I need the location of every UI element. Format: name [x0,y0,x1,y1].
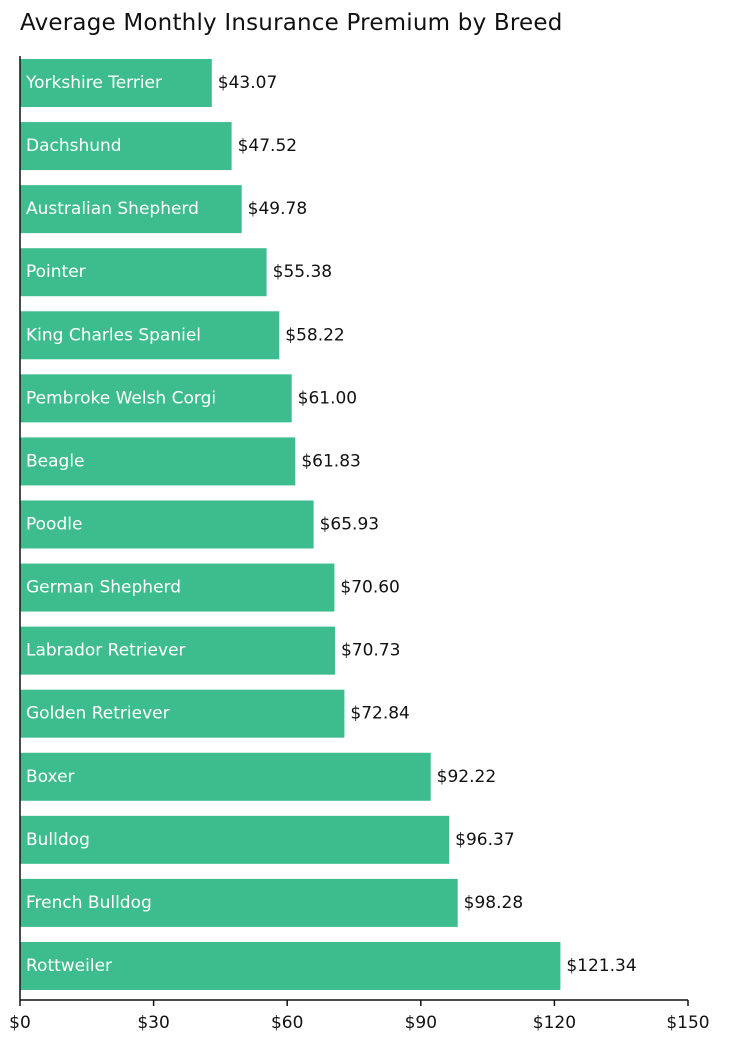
bar-category-label: Australian Shepherd [26,199,199,219]
bar-category-label: Boxer [26,767,75,787]
bar-value-label: $72.84 [350,704,409,724]
axis-layer: $0 $30 $60 $90 $120 $150 [9,56,710,1033]
bar-category-label: Rottweiler [26,956,112,976]
bar-value-label: $70.60 [340,578,399,598]
bar-category-label: French Bulldog [26,893,152,913]
bar-category-label: King Charles Spaniel [26,325,201,345]
bar-value-label: $65.93 [320,514,379,534]
x-tick-label: $0 [9,1013,31,1033]
chart-title: Average Monthly Insurance Premium by Bre… [20,10,563,36]
bar [20,878,458,927]
x-tick-label: $30 [137,1013,169,1033]
bar-category-label: Poodle [26,514,82,534]
bar [20,122,232,171]
bar [20,311,280,360]
bar-category-label: Dachshund [26,136,122,156]
bar-category-label: Pointer [26,262,86,282]
bar [20,248,267,297]
x-tick-label: $150 [666,1013,709,1033]
x-tick-label: $90 [405,1013,437,1033]
bar [20,59,212,107]
bar-category-label: Pembroke Welsh Corgi [26,388,216,408]
bar-category-label: Beagle [26,451,85,471]
bar-value-label: $49.78 [248,199,307,219]
bar-value-label: $43.07 [218,73,277,93]
bar [20,752,431,801]
bar [20,563,335,612]
bar-category-label: Yorkshire Terrier [25,73,162,93]
bar [20,626,335,675]
bar-value-label: $96.37 [455,830,514,850]
bar [20,500,314,549]
bar-category-label: Golden Retriever [26,704,170,724]
bar-category-label: Bulldog [26,830,90,850]
x-tick-label: $60 [271,1013,303,1033]
bar [20,185,242,234]
bar-value-label: $98.28 [464,893,523,913]
bar-value-label: $70.73 [341,641,400,661]
bar [20,689,345,738]
bar-category-label: German Shepherd [26,578,181,598]
bar-value-label: $61.83 [301,451,360,471]
bar-value-label: $55.38 [273,262,332,282]
x-tick-label: $120 [533,1013,576,1033]
bar-value-label: $92.22 [437,767,496,787]
bar-value-label: $47.52 [238,136,297,156]
bar [20,941,561,990]
bar [20,815,450,864]
bars-layer: Yorkshire Terrier $43.07 Dachshund $47.52 Au… [20,59,637,990]
bar [20,437,296,486]
bar [20,374,292,423]
bar-value-label: $58.22 [285,325,344,345]
bar-value-label: $121.34 [566,956,636,976]
bar-category-label: Labrador Retriever [26,641,186,661]
bar-value-label: $61.00 [298,388,357,408]
